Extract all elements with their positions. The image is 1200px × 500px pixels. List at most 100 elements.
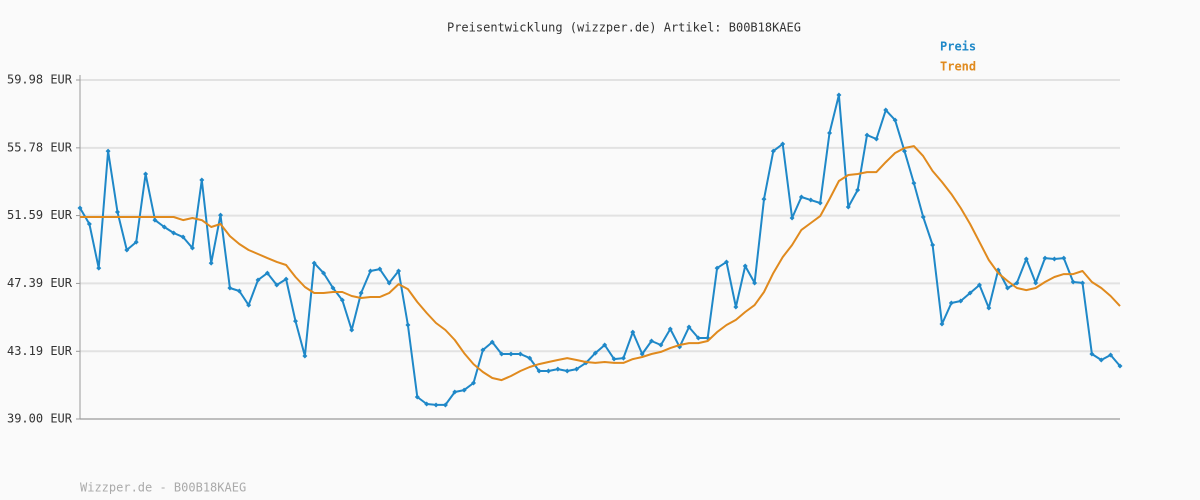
point-marker (227, 285, 233, 291)
point-marker (471, 380, 477, 386)
point-marker (452, 389, 458, 395)
point-marker (808, 197, 814, 203)
y-tick-label: 55.78 EUR (7, 140, 73, 154)
point-marker (358, 290, 364, 296)
footer: Wizzper.de - B00B18KAEG (80, 481, 246, 495)
point-marker (658, 342, 664, 348)
point-marker (602, 342, 608, 348)
point-marker (695, 335, 701, 341)
point-marker (489, 339, 495, 345)
point-marker (508, 351, 514, 357)
point-marker (86, 221, 92, 227)
point-marker (274, 282, 280, 288)
point-marker (536, 368, 542, 374)
point-marker (948, 300, 954, 306)
point-marker (817, 200, 823, 206)
point-marker (686, 324, 692, 330)
point-marker (152, 217, 158, 223)
point-marker (396, 268, 402, 274)
point-marker (770, 148, 776, 154)
point-marker (367, 268, 373, 274)
point-marker (124, 247, 130, 253)
point-marker (789, 215, 795, 221)
point-marker (255, 277, 261, 283)
point-marker (1051, 256, 1057, 262)
point-marker (283, 276, 289, 282)
point-marker (236, 288, 242, 294)
point-marker (639, 351, 645, 357)
point-marker (442, 402, 448, 408)
point-marker (330, 285, 336, 291)
point-marker (339, 297, 345, 303)
point-marker (742, 263, 748, 269)
point-marker (761, 196, 767, 202)
point-marker (1117, 363, 1123, 369)
point-marker (386, 280, 392, 286)
point-marker (292, 318, 298, 324)
point-marker (592, 350, 598, 356)
y-tick-label: 59.98 EUR (7, 73, 73, 87)
point-marker (911, 180, 917, 186)
point-marker (133, 239, 139, 245)
point-marker (218, 212, 224, 218)
point-marker (189, 245, 195, 251)
point-marker (1033, 280, 1039, 286)
point-marker (461, 387, 467, 393)
point-marker (649, 338, 655, 344)
point-marker (377, 266, 383, 272)
point-marker (143, 171, 149, 177)
point-marker (733, 304, 739, 310)
point-marker (902, 148, 908, 154)
series-line (79, 94, 1121, 406)
point-marker (517, 351, 523, 357)
y-tick-label: 43.19 EUR (7, 344, 73, 358)
point-marker (302, 353, 308, 359)
point-marker (780, 141, 786, 147)
legend-entry: Preis (940, 40, 976, 54)
point-marker (527, 355, 533, 361)
point-marker (161, 224, 167, 230)
point-marker (930, 242, 936, 248)
point-marker (1042, 255, 1048, 261)
point-marker (1023, 256, 1029, 262)
point-marker (1070, 279, 1076, 285)
point-marker (264, 270, 270, 276)
y-tick-label: 39.00 EUR (7, 412, 73, 426)
point-marker (667, 326, 673, 332)
point-marker (114, 209, 120, 215)
point-marker (1080, 280, 1086, 286)
point-marker (723, 259, 729, 265)
point-marker (574, 366, 580, 372)
series-line (80, 145, 1121, 382)
point-marker (405, 322, 411, 328)
legend-entry: Trend (940, 60, 976, 74)
point-marker (976, 282, 982, 288)
point-marker (1098, 357, 1104, 363)
point-marker (424, 401, 430, 407)
point-marker (105, 148, 111, 154)
point-marker (555, 366, 561, 372)
point-marker (96, 265, 102, 271)
point-marker (180, 234, 186, 240)
point-marker (864, 132, 870, 138)
point-marker (1089, 351, 1095, 357)
point-marker (545, 368, 551, 374)
point-marker (873, 136, 879, 142)
chart-title: Preisentwicklung (wizzper.de) Artikel: B… (447, 21, 801, 35)
point-marker (939, 321, 945, 327)
point-marker (77, 205, 83, 211)
point-marker (920, 214, 926, 220)
point-marker (714, 265, 720, 271)
point-marker (321, 270, 327, 276)
point-marker (958, 298, 964, 304)
point-marker (967, 290, 973, 296)
y-tick-label: 51.59 EUR (7, 208, 73, 222)
point-marker (1014, 280, 1020, 286)
point-marker (798, 194, 804, 200)
point-marker (311, 260, 317, 266)
point-marker (836, 92, 842, 98)
point-marker (433, 402, 439, 408)
point-marker (480, 347, 486, 353)
point-marker (986, 305, 992, 311)
